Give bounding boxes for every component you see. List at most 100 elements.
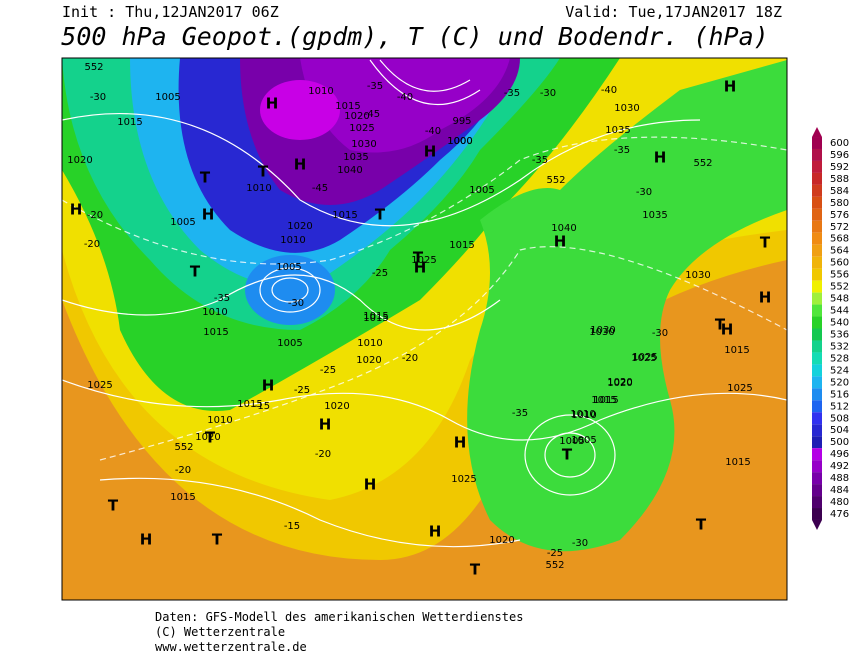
legend-label: 584 <box>830 186 849 197</box>
map-frame <box>61 57 788 601</box>
pressure-center: H <box>202 206 215 224</box>
valid-time: Valid: Tue,17JAN2017 18Z <box>565 3 782 21</box>
temperature-label: -25 <box>372 268 388 279</box>
legend-swatch <box>812 328 822 341</box>
isobar-label: 1015 <box>237 399 262 410</box>
temperature-label: -20 <box>315 449 331 460</box>
legend-swatch <box>812 208 822 221</box>
isobar-label: 1025 <box>349 123 374 134</box>
legend-label: 568 <box>830 234 849 245</box>
legend-label: 476 <box>830 509 849 520</box>
legend-swatch <box>812 256 822 269</box>
height-label: 552 <box>693 158 712 169</box>
temperature-label: -40 <box>397 92 413 103</box>
pressure-center: H <box>266 95 279 113</box>
isobar-label: 1005 <box>277 338 302 349</box>
pressure-center: T <box>413 249 424 267</box>
pressure-center: H <box>319 416 332 434</box>
isobar-label: 1020 <box>287 221 312 232</box>
isobar-label: 1010 <box>571 410 596 421</box>
pressure-center: T <box>258 163 269 181</box>
isobar-label: 1010 <box>246 183 271 194</box>
isobar-label: 1015 <box>591 395 616 406</box>
isobar-label: 1030 <box>614 103 639 114</box>
isobar-label: 1020 <box>344 111 369 122</box>
legend-label: 596 <box>830 150 849 161</box>
pressure-center: H <box>721 321 734 339</box>
legend-label: 580 <box>830 198 849 209</box>
isobar-label: 1035 <box>343 152 368 163</box>
legend-label: 552 <box>830 282 849 293</box>
legend-swatch <box>812 340 822 353</box>
pressure-center: H <box>454 434 467 452</box>
isobar-label: 1015 <box>332 210 357 221</box>
legend-swatch <box>812 448 822 461</box>
legend-label: 508 <box>830 413 849 424</box>
pressure-center: H <box>724 78 737 96</box>
legend-label: 548 <box>830 294 849 305</box>
temperature-label: -25 <box>547 548 563 559</box>
isobar-label: 1020 <box>607 377 632 388</box>
legend-label: 544 <box>830 306 849 317</box>
height-label: 552 <box>545 560 564 571</box>
pressure-center: H <box>759 289 772 307</box>
height-label: 552 <box>174 442 193 453</box>
legend-swatch <box>812 436 822 449</box>
legend-label: 500 <box>830 437 849 448</box>
pressure-center: T <box>562 446 573 464</box>
isobar-label: 995 <box>452 116 471 127</box>
legend-label: 592 <box>830 162 849 173</box>
temperature-label: -25 <box>294 385 310 396</box>
isobar-label: 1015 <box>363 313 388 324</box>
data-source: Daten: GFS-Modell des amerikanischen Wet… <box>155 610 523 624</box>
legend-swatch <box>812 232 822 245</box>
isobar-label: 1030 <box>590 325 615 336</box>
legend-swatch <box>812 196 822 209</box>
pressure-center: H <box>654 149 667 167</box>
isobar-label: 1015 <box>203 327 228 338</box>
isobar-label: 1015 <box>117 117 142 128</box>
temperature-label: -35 <box>214 293 230 304</box>
legend-swatch <box>812 137 822 149</box>
temperature-label: -45 <box>364 109 380 120</box>
legend-label: 524 <box>830 365 849 376</box>
pressure-center: T <box>470 561 481 579</box>
legend-label: 536 <box>830 329 849 340</box>
isobar-label: 1025 <box>631 353 656 364</box>
legend-label: 492 <box>830 461 849 472</box>
pressure-center: T <box>760 234 771 252</box>
legend-swatch <box>812 184 822 197</box>
legend-swatch <box>812 388 822 401</box>
legend-swatch <box>812 304 822 317</box>
legend-swatch <box>812 316 822 329</box>
legend-swatch <box>812 460 822 473</box>
legend-arrow-top <box>812 127 822 138</box>
legend-swatch <box>812 292 822 305</box>
isobar-label: 1035 <box>642 210 667 221</box>
isobar-label: 1010 <box>207 415 232 426</box>
legend-label: 496 <box>830 449 849 460</box>
isobar-label: 1025 <box>632 352 657 363</box>
legend-swatch <box>812 268 822 281</box>
isobar-label: 1010 <box>357 338 382 349</box>
temperature-label: -35 <box>614 145 630 156</box>
temperature-label: -35 <box>532 155 548 166</box>
isobar-label: 1000 <box>447 136 472 147</box>
isobar-label: 1010 <box>570 409 595 420</box>
legend-label: 600 <box>830 138 849 149</box>
isobar-label: 1005 <box>276 262 301 273</box>
isobar-label: 1015 <box>449 240 474 251</box>
pressure-center: H <box>554 233 567 251</box>
legend-swatch <box>812 376 822 389</box>
height-label: 552 <box>546 175 565 186</box>
temperature-label: -30 <box>540 88 556 99</box>
isobar-label: 1030 <box>685 270 710 281</box>
isobar-label: 1030 <box>589 327 614 338</box>
temperature-label: -15 <box>254 401 270 412</box>
legend-label: 484 <box>830 485 849 496</box>
isobar-label: 1020 <box>324 401 349 412</box>
map-area <box>62 58 787 600</box>
height-label: 552 <box>84 62 103 73</box>
